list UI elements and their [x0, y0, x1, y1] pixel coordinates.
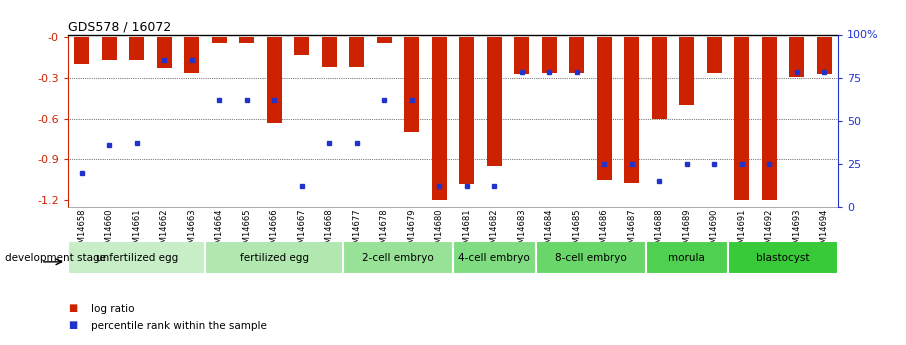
- Text: development stage: development stage: [5, 253, 105, 263]
- Bar: [212, 37, 226, 43]
- Text: 4-cell embryo: 4-cell embryo: [458, 253, 530, 263]
- Bar: [266, 37, 282, 123]
- Bar: [453, 241, 535, 274]
- Bar: [728, 241, 838, 274]
- Bar: [101, 37, 117, 60]
- Bar: [542, 37, 557, 72]
- Bar: [645, 241, 728, 274]
- Bar: [569, 37, 584, 72]
- Bar: [377, 37, 391, 43]
- Bar: [184, 37, 199, 72]
- Text: ■: ■: [68, 320, 77, 330]
- Bar: [734, 37, 749, 200]
- Text: blastocyst: blastocyst: [757, 253, 810, 263]
- Bar: [343, 241, 453, 274]
- Text: unfertilized egg: unfertilized egg: [96, 253, 178, 263]
- Bar: [322, 37, 337, 67]
- Bar: [707, 37, 722, 72]
- Bar: [651, 37, 667, 119]
- Text: 2-cell embryo: 2-cell embryo: [362, 253, 434, 263]
- Bar: [404, 37, 419, 132]
- Bar: [816, 37, 832, 74]
- Text: ■: ■: [68, 303, 77, 313]
- Bar: [680, 37, 694, 105]
- Bar: [535, 241, 645, 274]
- Bar: [789, 37, 805, 77]
- Text: GDS578 / 16072: GDS578 / 16072: [68, 20, 171, 33]
- Bar: [74, 37, 90, 65]
- Bar: [459, 37, 475, 184]
- Text: 8-cell embryo: 8-cell embryo: [554, 253, 626, 263]
- Bar: [487, 37, 502, 166]
- Bar: [349, 37, 364, 67]
- Text: fertilized egg: fertilized egg: [240, 253, 309, 263]
- Bar: [597, 37, 612, 180]
- Text: log ratio: log ratio: [91, 304, 134, 314]
- Text: morula: morula: [669, 253, 705, 263]
- Bar: [431, 37, 447, 200]
- Bar: [206, 241, 343, 274]
- Bar: [239, 37, 255, 43]
- Bar: [130, 37, 144, 60]
- Bar: [157, 37, 172, 68]
- Bar: [68, 241, 206, 274]
- Bar: [515, 37, 529, 74]
- Bar: [624, 37, 640, 183]
- Text: percentile rank within the sample: percentile rank within the sample: [91, 322, 266, 332]
- Bar: [294, 37, 309, 55]
- Bar: [762, 37, 776, 200]
